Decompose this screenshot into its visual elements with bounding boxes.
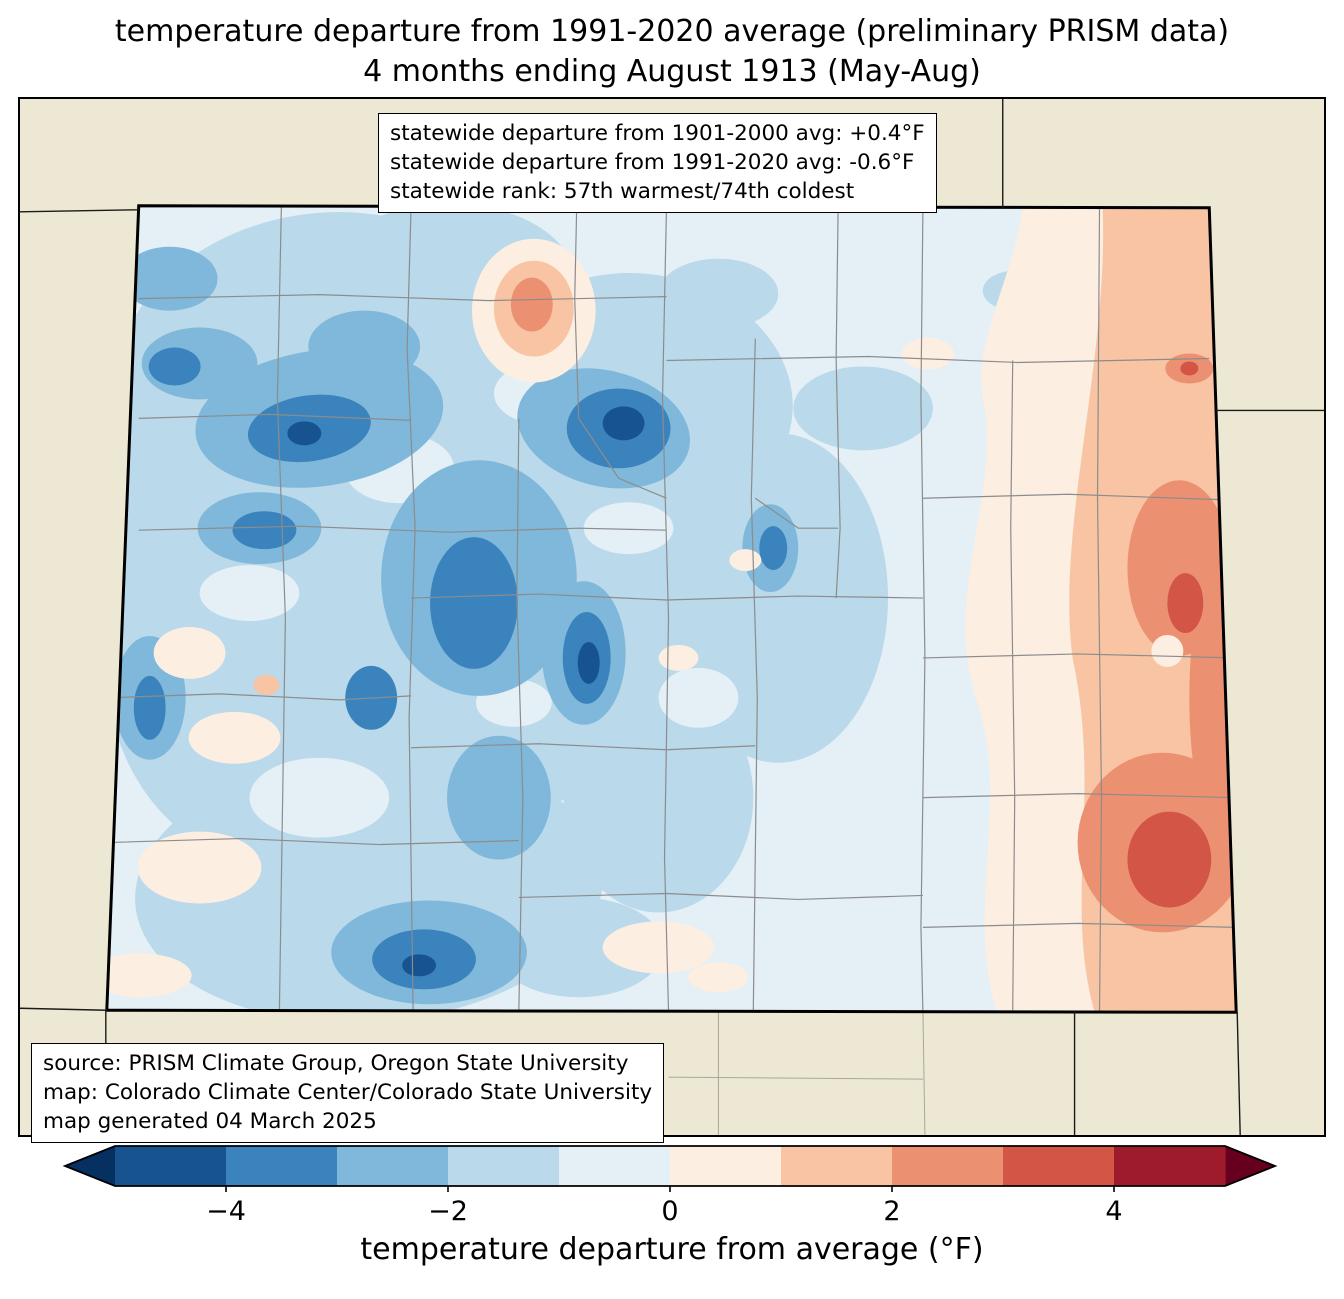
colorbar-under-arrow [65, 1146, 115, 1186]
colorbar-tick-marks [225, 1186, 1115, 1192]
source-line-3: map generated 04 March 2025 [43, 1108, 377, 1134]
source-line-1: source: PRISM Climate Group, Oregon Stat… [43, 1051, 629, 1076]
colorbar-tick-label: −2 [428, 1196, 468, 1227]
source-box: source: PRISM Climate Group, Oregon Stat… [31, 1043, 665, 1144]
stats-line-2: statewide departure from 1991-2020 avg: … [390, 149, 915, 175]
colorbar-segments [115, 1146, 1226, 1186]
temperature-anomaly-fields [106, 205, 1237, 1013]
colorbar-tick-labels: −4 −2 0 2 4 [0, 1196, 1344, 1230]
colorbar [60, 1144, 1284, 1194]
colorbar-outline [62, 1145, 1278, 1187]
source-line-2: map: Colorado Climate Center/Colorado St… [43, 1079, 653, 1105]
map-canvas: statewide departure from 1901-2000 avg: … [18, 97, 1326, 1144]
county-borders [106, 205, 1237, 1013]
figure-title-line2: 4 months ending August 1913 (May-Aug) [363, 53, 981, 89]
colorbar-tick-label: 2 [883, 1196, 901, 1227]
colorbar-svg [62, 1145, 1278, 1192]
stats-box: statewide departure from 1901-2000 avg: … [378, 113, 937, 214]
colorado-anomaly-map [20, 99, 1324, 1135]
figure-title: temperature departure from 1991-2020 ave… [0, 12, 1344, 91]
colorbar-tick-label: 0 [661, 1196, 679, 1227]
stats-line-1: statewide departure from 1901-2000 avg: … [390, 121, 925, 146]
colorbar-label: temperature departure from average (°F) [360, 1232, 984, 1267]
colorbar-tick-label: −4 [206, 1196, 246, 1227]
figure-title-line1: temperature departure from 1991-2020 ave… [114, 14, 1230, 49]
colorbar-over-arrow [1225, 1146, 1275, 1186]
stats-line-3: statewide rank: 57th warmest/74th coldes… [390, 178, 855, 204]
colorbar-tick-label: 4 [1105, 1196, 1123, 1227]
